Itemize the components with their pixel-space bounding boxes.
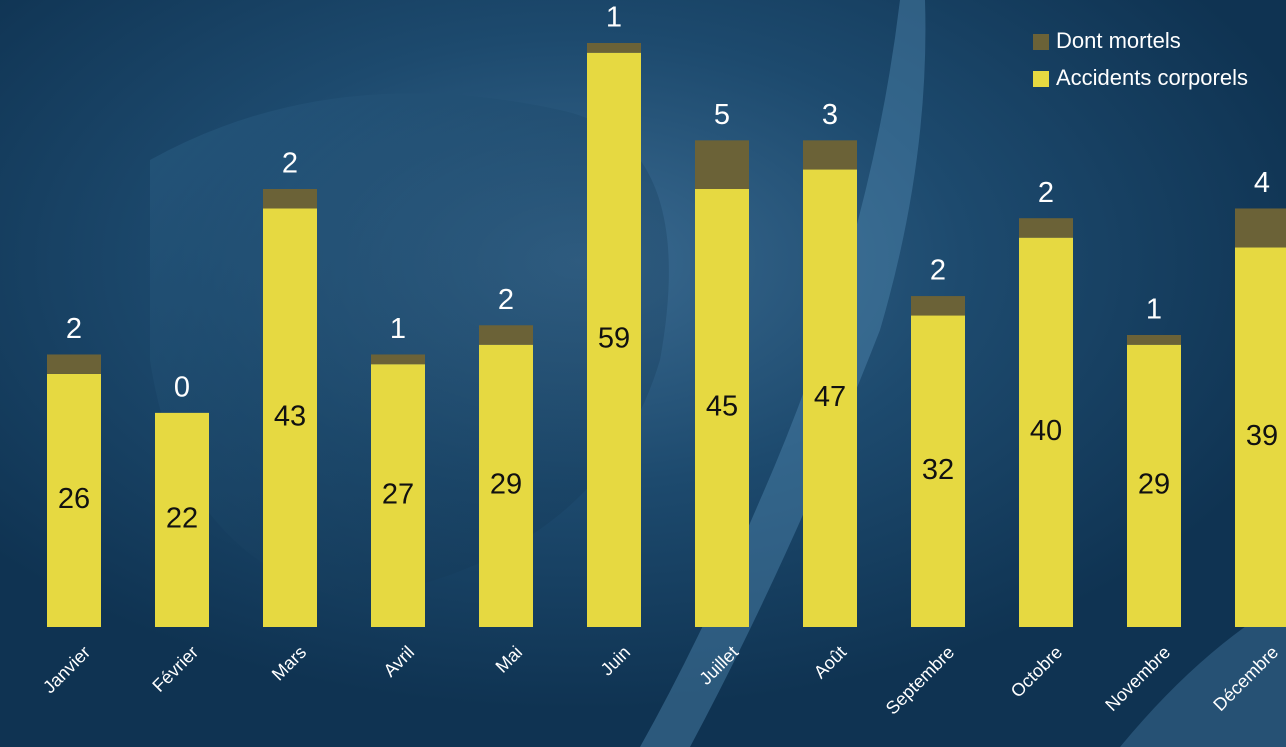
bar-segment [911,296,965,316]
value-label: 43 [274,400,306,432]
value-label: 45 [706,391,738,423]
value-label: 2 [66,313,82,345]
bar-segment [695,140,749,189]
value-label: 1 [390,313,406,345]
value-label: 1 [606,2,622,34]
bar-segment [479,325,533,345]
value-label: 47 [814,381,846,413]
bar-segment [1235,208,1286,248]
value-label: 2 [498,284,514,316]
value-label: 40 [1030,415,1062,447]
bar-segment [371,354,425,365]
bar-segment [263,208,317,627]
value-label: 2 [930,255,946,287]
bar-segment [1019,237,1073,627]
value-label: 0 [174,372,190,404]
background-shape [1120,600,1286,747]
bar-segment [803,140,857,170]
bar-segment [1127,344,1181,627]
value-label: 59 [598,323,630,355]
bar-segment [1019,218,1073,238]
bar-segment [587,52,641,627]
bar-segment [695,189,749,627]
legend-swatch [1033,71,1049,87]
bar-segment [263,189,317,209]
value-label: 29 [1138,469,1170,501]
value-label: 2 [282,148,298,180]
bar-segment [1127,335,1181,345]
background-shape [640,0,926,747]
bar-segment [587,43,641,53]
bar-segment [911,315,965,627]
bar-segment [47,373,101,627]
bar-segment [803,169,857,628]
value-label: 26 [58,483,90,515]
legend-label: Accidents corporels [1056,65,1248,90]
bar-segment [479,344,533,627]
bar-segment [47,354,101,374]
value-label: 2 [1038,177,1054,209]
value-label: 32 [922,454,954,486]
value-label: 3 [822,99,838,131]
value-label: 29 [490,469,522,501]
bar-segment [1235,247,1286,627]
legend-swatch [1033,34,1049,50]
bar-segment [371,364,425,627]
bar-segment [155,412,209,627]
value-label: 5 [714,99,730,131]
value-label: 27 [382,478,414,510]
value-label: 4 [1254,167,1270,199]
value-label: 1 [1146,294,1162,326]
value-label: 39 [1246,420,1278,452]
value-label: 22 [166,503,198,535]
legend-label: Dont mortels [1056,28,1181,53]
